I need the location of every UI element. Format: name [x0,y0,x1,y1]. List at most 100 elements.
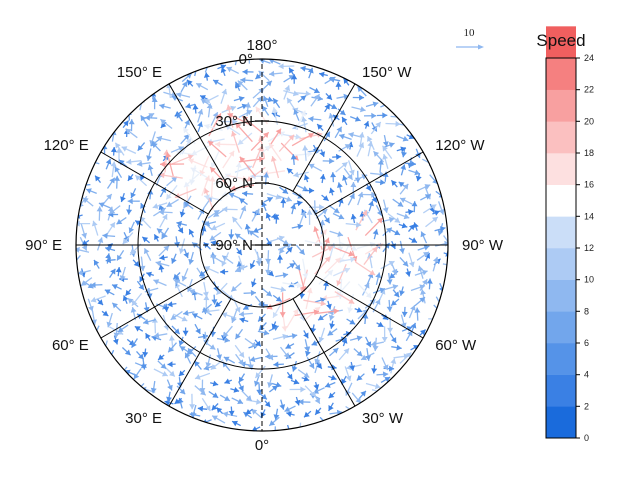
wind-arrow-635 [207,140,227,158]
latitude-label-1: 30° N [215,113,253,130]
wind-arrow-156 [363,112,377,119]
wind-arrow-697 [181,268,189,282]
meridian--150 [292,83,356,192]
colorbar-segment-3 [546,311,576,344]
wind-arrow-258 [157,360,167,370]
wind-arrow-187 [201,397,211,412]
wind-arrow-758 [204,194,222,201]
wind-arrow-636 [231,130,240,153]
wind-arrow-600 [293,151,313,158]
longitude-label-11: 150° W [362,64,412,81]
wind-arrow-185 [228,406,235,416]
wind-arrow-181 [284,405,296,412]
wind-arrow-191 [153,368,168,377]
colorbar-tick-label-10: 20 [584,116,594,126]
wind-arrow-465 [365,183,372,192]
wind-arrow-183 [260,409,266,418]
wind-arrow-605 [347,193,355,206]
wind-arrow-762 [278,195,293,202]
wind-arrow-441 [136,280,145,291]
wind-arrow-666 [177,224,184,234]
wind-arrow-761 [266,192,282,200]
colorbar-tick-label-4: 8 [584,306,589,316]
wind-arrow-79 [307,67,314,79]
wind-arrow-454 [222,118,238,125]
wind-arrow-639 [268,142,282,162]
wind-arrow-255 [194,385,207,396]
wind-arrow-815 [265,212,272,221]
wind-arrow-198 [90,282,103,288]
wind-arrow-805 [292,259,301,271]
wind-arrow-364 [381,314,389,321]
wind-arrow-163 [419,194,432,201]
wind-arrow-295 [399,183,409,195]
wind-arrow-485 [210,359,224,371]
wind-arrow-358 [398,222,408,229]
wind-arrow-294 [390,179,398,188]
wind-arrow-813 [239,205,247,219]
wind-arrow-554 [237,132,253,146]
wind-arrow-807 [275,272,289,279]
wind-arrow-223 [337,108,346,116]
wind-arrow-737 [279,186,289,195]
longitude-label-10: 120° W [435,137,485,154]
wind-arrow-301 [399,286,405,296]
wind-arrow-447 [134,174,148,187]
wind-arrow-109 [303,410,312,418]
wind-arrow-354 [377,159,384,173]
wind-arrow-302 [390,298,400,307]
wind-arrow-634 [188,158,208,168]
wind-arrow-296 [405,209,414,215]
wind-arrow-58 [80,223,87,239]
wind-arrow-562 [350,181,357,196]
wind-arrow-408 [334,126,343,139]
wind-arrow-0 [259,59,271,64]
wind-arrow-320 [167,361,176,368]
wind-arrow-377 [194,372,211,380]
wind-arrow-726 [202,281,209,298]
wind-arrow-170 [414,296,426,307]
wind-arrow-677 [303,174,310,183]
wind-arrow-186 [211,403,219,411]
wind-arrow-25 [419,329,427,336]
wind-arrow-615 [303,330,309,339]
wind-arrow-770 [279,292,286,318]
wind-arrow-402 [252,96,263,108]
wind-arrow-391 [126,204,133,215]
wind-arrow-742 [313,226,323,250]
colorbar-tick-label-9: 18 [584,148,594,158]
wind-arrow-587 [153,233,160,242]
wind-arrow-503 [182,127,196,145]
wind-arrow-650 [334,291,355,305]
wind-arrow-784 [280,198,287,208]
wind-arrow-123 [121,347,132,356]
wind-arrow-396 [156,135,171,142]
wind-arrow-235 [416,251,430,261]
wind-arrow-831 [234,233,246,242]
wind-arrow-339 [175,112,183,122]
wind-arrow-11 [406,133,415,140]
wind-arrow-744 [314,256,331,275]
wind-arrow-97 [426,278,433,290]
wind-arrow-497 [140,202,146,214]
wind-arrow-790 [282,282,303,289]
colorbar-tick-label-11: 22 [584,85,594,95]
wind-arrow-287 [324,103,331,113]
wind-arrow-486 [205,354,212,368]
wind-arrow-709 [296,184,309,192]
wind-arrow-834 [269,235,285,243]
wind-arrow-334 [127,173,134,182]
wind-arrow-398 [197,108,204,123]
wind-arrow-189 [176,385,186,395]
wind-arrow-206 [116,147,122,164]
wind-arrow-765 [306,209,313,225]
wind-arrow-215 [212,79,223,86]
meridian--30 [292,298,356,407]
wind-arrow-410 [356,142,364,157]
wind-arrow-539 [163,303,170,312]
wind-arrow-372 [290,378,300,385]
wind-arrow-304 [381,326,388,343]
wind-arrow-165 [425,216,439,228]
latitude-labels: 0° 30° N 60° N 90° N [215,51,253,254]
wind-arrow-367 [353,348,363,357]
